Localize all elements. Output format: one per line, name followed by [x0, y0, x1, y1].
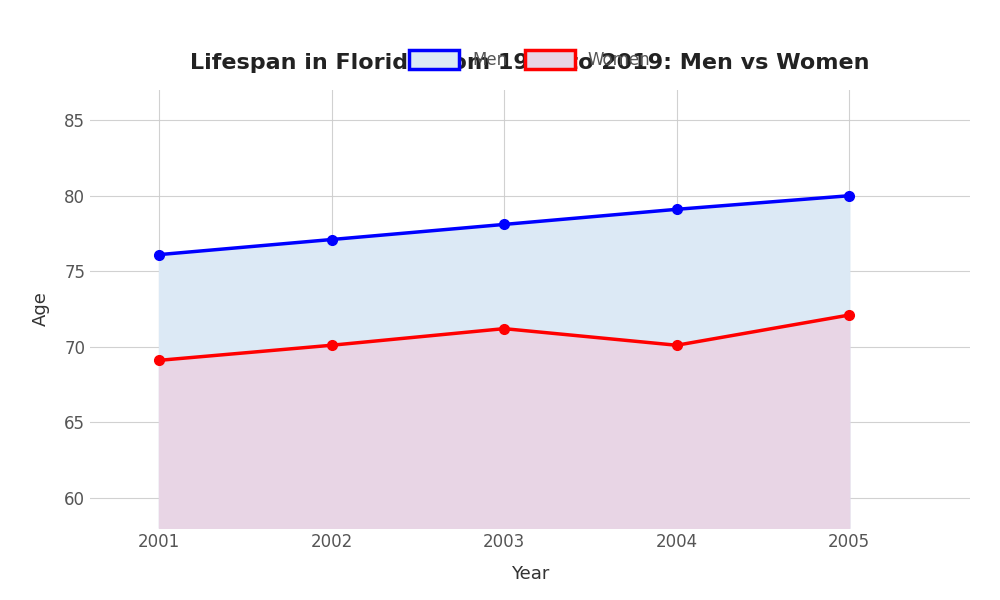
Title: Lifespan in Florida from 1987 to 2019: Men vs Women: Lifespan in Florida from 1987 to 2019: M…	[190, 53, 870, 73]
X-axis label: Year: Year	[511, 565, 549, 583]
Legend: Men, Women: Men, Women	[401, 41, 659, 77]
Y-axis label: Age: Age	[32, 292, 50, 326]
